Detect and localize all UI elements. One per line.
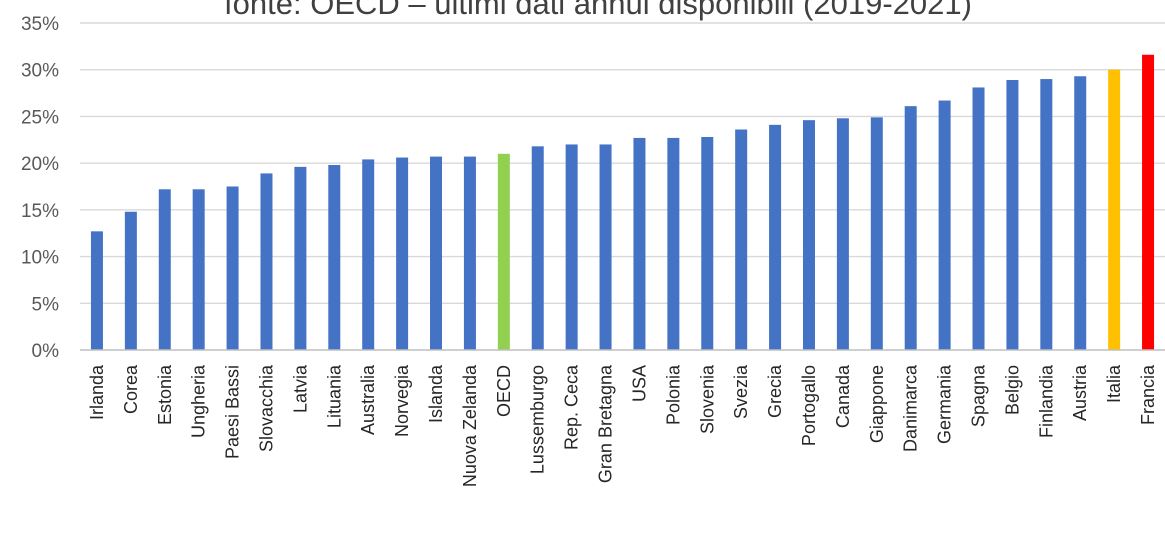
bar-oecd	[497, 153, 510, 350]
bar-germania	[938, 100, 951, 350]
x-category-label: Paesi Bassi	[223, 365, 243, 459]
x-category-label: Italia	[1104, 364, 1124, 403]
x-category-label: Irlanda	[87, 364, 107, 420]
bar-irlanda	[90, 231, 103, 350]
bar-usa	[633, 137, 646, 350]
x-category-label: Spagna	[969, 364, 989, 427]
x-category-label: Corea	[121, 364, 141, 414]
x-category-label: Portogallo	[799, 365, 819, 446]
x-category-label: Finlandia	[1036, 364, 1056, 438]
bar-giappone	[870, 117, 883, 350]
x-category-label: Danimarca	[901, 364, 921, 452]
bar-nuova-zelanda	[463, 156, 476, 350]
y-tick-label: 25%	[21, 107, 59, 128]
chart-title: fonte: OECD – ultimi dati annui disponib…	[224, 0, 972, 21]
bar-grecia	[769, 124, 782, 350]
x-category-label: Ungheria	[189, 364, 209, 438]
y-tick-label: 35%	[21, 14, 59, 35]
bar-australia	[362, 159, 375, 350]
bar-polonia	[667, 137, 680, 350]
bar-belgio	[1006, 79, 1019, 351]
y-axis-tick-labels: 0% 5% 10% 15% 20% 25% 30% 35%	[21, 14, 59, 362]
bar-corea	[124, 211, 137, 350]
y-tick-label: 15%	[21, 201, 59, 222]
bar-lituania	[328, 165, 341, 350]
x-category-label: Giappone	[867, 365, 887, 443]
x-category-label: Belgio	[1002, 365, 1022, 415]
bar-slovenia	[701, 136, 714, 350]
bar-danimarca	[904, 106, 917, 350]
x-category-label: Francia	[1138, 364, 1158, 425]
bar-rep-ceca	[565, 144, 578, 350]
x-axis-category-labels: Irlanda Corea Estonia Ungheria Paesi Bassi Sl…	[87, 364, 1158, 487]
bar-ungheria	[192, 189, 205, 350]
bar-italia	[1108, 69, 1121, 350]
bar-norvegia	[396, 157, 409, 350]
x-category-label: Lituania	[324, 364, 344, 428]
x-category-label: USA	[629, 365, 649, 402]
bar-slovacchia	[260, 173, 273, 350]
bar-estonia	[158, 189, 171, 350]
x-category-label: Svezia	[731, 364, 751, 419]
y-tick-label: 20%	[21, 154, 59, 175]
y-tick-label: 30%	[21, 61, 59, 82]
y-tick-label: 0%	[32, 341, 60, 362]
x-category-label: OECD	[494, 365, 514, 417]
x-category-label: Australia	[358, 364, 378, 435]
x-category-label: Latvia	[290, 364, 310, 413]
y-tick-label: 10%	[21, 248, 59, 269]
bar-austria	[1074, 76, 1087, 351]
x-category-label: Canada	[833, 364, 853, 428]
x-category-label: Austria	[1070, 364, 1090, 421]
x-category-label: Nuova Zelanda	[460, 364, 480, 487]
bar-finlandia	[1040, 79, 1053, 351]
x-category-label: Estonia	[155, 364, 175, 425]
x-category-label: Gran Bretagna	[596, 364, 616, 483]
x-category-label: Norvegia	[392, 364, 412, 437]
y-tick-label: 5%	[32, 294, 60, 315]
bars	[90, 54, 1155, 351]
bar-svezia	[735, 129, 748, 350]
bar-portogallo	[802, 120, 815, 350]
x-category-label: Slovenia	[697, 364, 717, 434]
bar-islanda	[430, 156, 443, 350]
x-category-label: Islanda	[426, 364, 446, 423]
bar-spagna	[972, 87, 985, 351]
bar-gran-bretagna	[599, 144, 612, 350]
bar-latvia	[294, 166, 307, 350]
gridlines	[80, 22, 1165, 304]
bar-canada	[836, 118, 849, 350]
x-category-label: Grecia	[765, 364, 785, 418]
bar-paesi-bassi	[226, 186, 239, 350]
bar-francia	[1142, 54, 1155, 350]
x-category-label: Lussemburgo	[528, 365, 548, 474]
bar-lussemburgo	[531, 146, 544, 350]
x-category-label: Slovacchia	[256, 364, 276, 452]
x-category-label: Germania	[935, 364, 955, 444]
x-category-label: Polonia	[663, 364, 683, 425]
x-category-label: Rep. Ceca	[562, 364, 582, 450]
